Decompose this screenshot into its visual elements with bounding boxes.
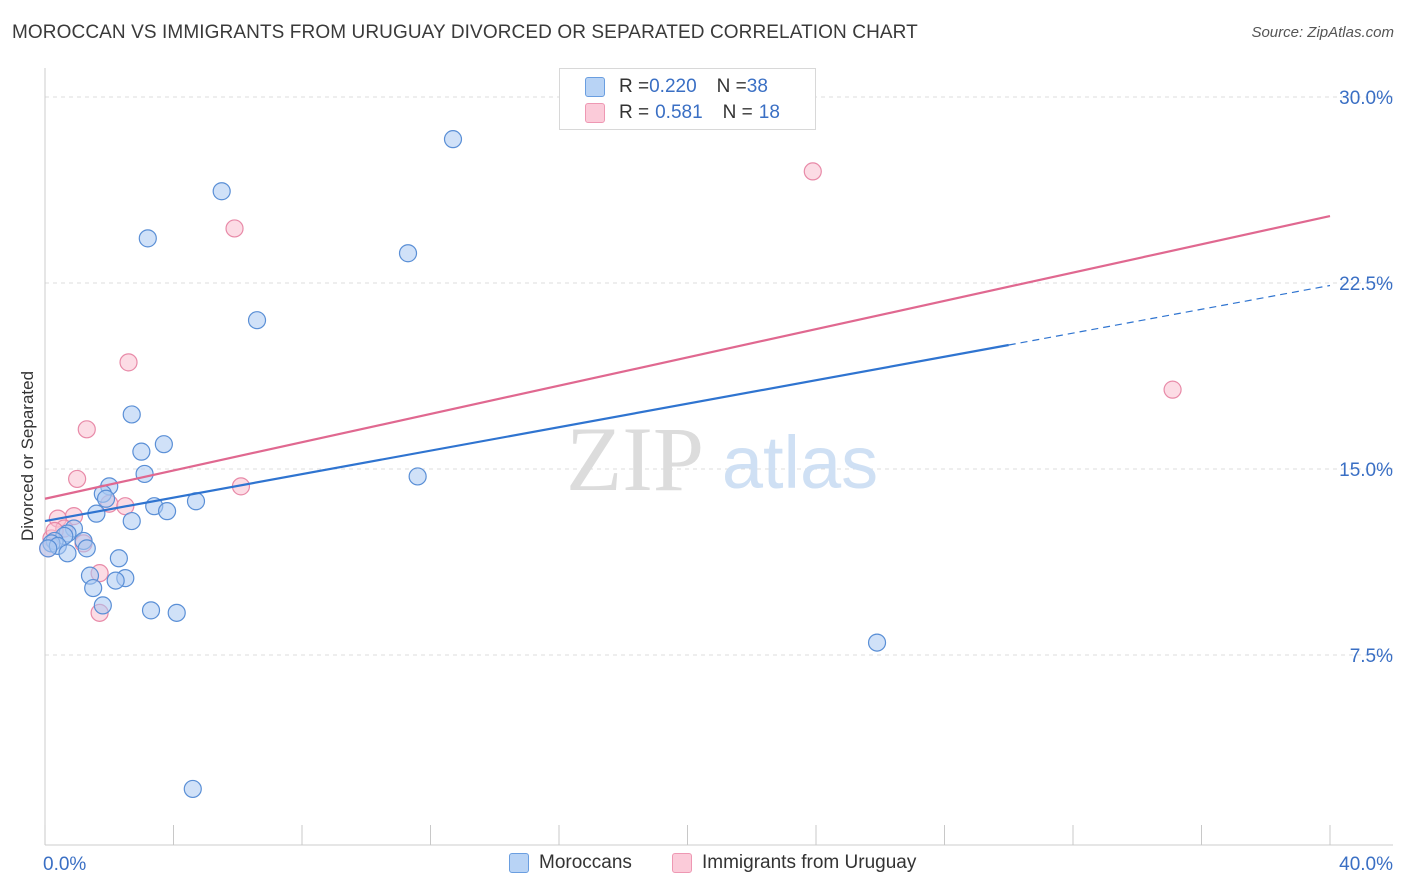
stat-row-uruguay: R = 0.581 N = 18 xyxy=(585,100,780,126)
n-value: 38 xyxy=(746,76,768,97)
moroccans-point xyxy=(443,130,463,149)
r-value: 0.581 xyxy=(655,102,703,123)
y-axis-label: Divorced or Separated xyxy=(18,370,37,542)
y-tick-label: 15.0% xyxy=(1339,460,1393,481)
moroccans-point xyxy=(154,435,173,454)
moroccans-trend-extension xyxy=(1008,284,1331,346)
legend-label-uruguay: Immigrants from Uruguay xyxy=(702,852,917,873)
y-tick-label: 7.5% xyxy=(1350,646,1393,667)
uruguay-point xyxy=(803,162,822,181)
moroccans-point xyxy=(247,311,267,330)
uruguay-legend-swatch xyxy=(672,853,692,873)
x-tick-label: 40.0% xyxy=(1339,854,1393,875)
source-label: Source: ZipAtlas.com xyxy=(1251,24,1394,41)
series-uruguay-points xyxy=(39,162,1182,622)
moroccans-point xyxy=(167,603,186,622)
series-moroccans-points xyxy=(39,130,887,799)
n-label: N = xyxy=(716,76,747,97)
grid xyxy=(45,96,1393,656)
y-tick-label: 22.5% xyxy=(1339,274,1393,295)
moroccans-point xyxy=(138,229,157,248)
uruguay-point xyxy=(77,420,96,439)
moroccans-point xyxy=(58,544,77,563)
moroccans-point xyxy=(122,511,141,531)
uruguay-point xyxy=(119,353,138,372)
legend-label-moroccans: Moroccans xyxy=(539,852,632,873)
moroccans-point xyxy=(109,549,128,568)
moroccans-point xyxy=(408,467,427,486)
n-value: 18 xyxy=(758,102,780,123)
r-label: R = xyxy=(619,76,650,97)
moroccans-point xyxy=(183,779,202,799)
r-value: 0.220 xyxy=(649,76,697,97)
watermark-atlas: atlas xyxy=(722,421,878,504)
moroccans-point xyxy=(84,578,103,598)
moroccans-point xyxy=(157,502,177,521)
axes xyxy=(44,68,1393,846)
uruguay-point xyxy=(68,469,87,489)
uruguay-point xyxy=(1163,380,1182,399)
moroccans-point xyxy=(135,464,154,484)
moroccans-point xyxy=(398,244,418,263)
moroccans-point xyxy=(96,489,116,508)
watermark-zip: ZIP xyxy=(566,408,704,510)
uruguay-swatch xyxy=(585,103,605,123)
series-legend: Moroccans Immigrants from Uruguay xyxy=(0,850,1406,880)
uruguay-trend-line xyxy=(44,214,1331,500)
moroccans-point xyxy=(106,571,125,590)
moroccans-point xyxy=(132,442,151,461)
n-label: N = xyxy=(722,102,753,123)
tick-labels: 7.5% 15.0% 22.5% 30.0% 0.0% 40.0% xyxy=(43,88,1393,875)
trend-lines xyxy=(44,214,1331,523)
moroccans-swatch xyxy=(585,77,605,97)
moroccans-point xyxy=(39,539,58,558)
r-label: R = xyxy=(619,102,650,123)
moroccans-point xyxy=(93,596,112,615)
y-tick-label: 30.0% xyxy=(1339,88,1393,109)
moroccans-trend-line xyxy=(44,343,1009,523)
x-tick-label: 0.0% xyxy=(43,854,86,875)
moroccans-point xyxy=(141,601,161,620)
moroccans-point xyxy=(867,633,887,652)
moroccans-point xyxy=(122,405,141,424)
uruguay-point xyxy=(225,219,244,238)
correlation-legend: R = 0.220 N = 38 R = 0.581 N = 18 xyxy=(559,68,816,130)
legend-item-moroccans: Moroccans xyxy=(509,852,632,874)
moroccans-legend-swatch xyxy=(509,853,529,873)
chart-title: MOROCCAN VS IMMIGRANTS FROM URUGUAY DIVO… xyxy=(12,22,918,43)
legend-item-uruguay: Immigrants from Uruguay xyxy=(672,852,916,874)
stat-row-moroccans: R = 0.220 N = 38 xyxy=(585,74,768,100)
moroccans-point xyxy=(212,182,231,201)
moroccans-point xyxy=(77,539,96,558)
